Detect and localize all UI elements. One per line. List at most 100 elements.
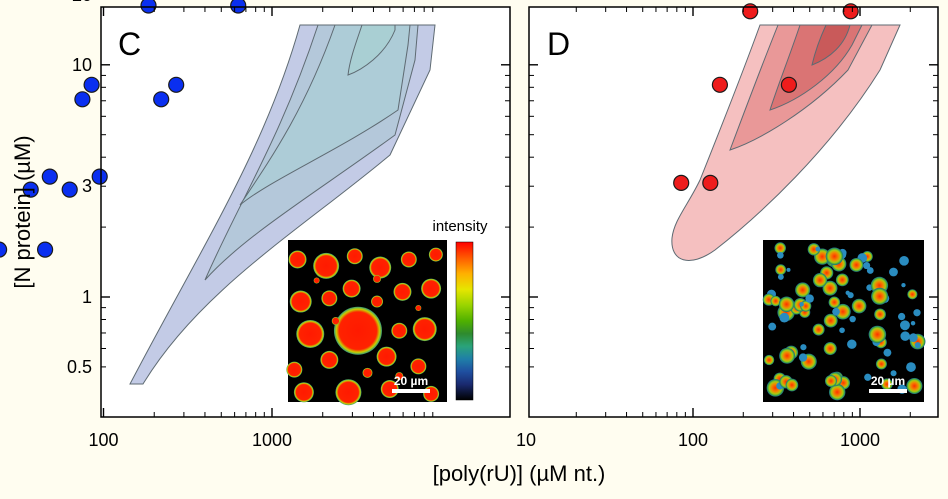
droplet xyxy=(376,346,397,367)
droplet xyxy=(834,303,851,320)
droplet xyxy=(799,302,804,307)
droplet xyxy=(907,289,918,300)
droplet xyxy=(795,282,811,298)
droplet xyxy=(342,279,361,298)
droplet xyxy=(909,333,918,342)
droplet xyxy=(321,290,338,307)
panel-d-contour-4 xyxy=(811,24,851,66)
panel-d-point xyxy=(780,76,798,93)
panel-d-phase-region xyxy=(671,24,901,261)
panel-c-point xyxy=(83,76,100,93)
droplet xyxy=(822,280,838,296)
droplet xyxy=(320,350,339,369)
panel-c-y-tick-label: 0.5 xyxy=(67,357,92,377)
droplet xyxy=(897,312,906,321)
droplet xyxy=(906,377,923,395)
droplet xyxy=(786,267,791,272)
panel-d-point xyxy=(742,3,759,20)
droplet xyxy=(313,252,340,279)
droplet xyxy=(824,375,837,387)
droplet xyxy=(914,342,921,349)
droplet xyxy=(851,298,867,314)
panel-d-point xyxy=(702,174,719,191)
panel-c-point xyxy=(74,91,91,108)
droplet xyxy=(829,383,846,401)
droplet xyxy=(333,306,382,355)
droplet xyxy=(863,262,871,270)
y-axis-title: [N protein] (µM) xyxy=(10,135,35,288)
panel-c-y-tick-label: 3 xyxy=(82,176,92,196)
droplet xyxy=(812,273,828,288)
droplet xyxy=(777,273,784,280)
droplet xyxy=(899,255,909,266)
droplet xyxy=(421,278,442,299)
panel-c-colorbar: intensity xyxy=(432,218,488,401)
droplet xyxy=(331,317,340,325)
droplet xyxy=(849,315,856,323)
droplet xyxy=(828,296,841,309)
panel-d-droplets xyxy=(762,242,926,401)
panel-c-contour-4 xyxy=(347,24,396,76)
droplet xyxy=(847,339,857,349)
droplet xyxy=(400,251,417,268)
panel-c-y-tick-label: 20 xyxy=(72,0,92,5)
droplet xyxy=(900,331,910,341)
droplet xyxy=(428,247,443,262)
droplet xyxy=(774,242,786,254)
droplet xyxy=(901,282,906,288)
droplet xyxy=(785,378,799,392)
droplet xyxy=(395,372,404,381)
droplet xyxy=(286,361,303,378)
droplet xyxy=(770,295,781,307)
droplet xyxy=(845,290,850,295)
droplet xyxy=(800,344,807,351)
droplet xyxy=(335,379,362,406)
panel-c-point xyxy=(22,181,39,198)
droplet xyxy=(412,317,437,342)
droplet xyxy=(832,307,840,316)
droplet xyxy=(805,294,814,303)
droplet xyxy=(839,327,845,334)
panel-c-point xyxy=(91,168,108,185)
droplet xyxy=(777,251,784,259)
droplet xyxy=(779,312,790,323)
panel-c-point xyxy=(61,181,78,198)
panel-c-point xyxy=(168,76,185,93)
droplet xyxy=(415,305,422,312)
panel-c-scale-bar-label: 20 µm xyxy=(394,374,428,388)
panel-d-contour-1 xyxy=(671,24,901,261)
droplet xyxy=(293,382,314,403)
panel-d-scale-bar-label: 20 µm xyxy=(871,374,905,388)
droplet xyxy=(371,295,384,308)
panel-c-frame xyxy=(100,6,511,418)
droplet xyxy=(393,282,412,301)
droplet xyxy=(881,378,893,390)
droplet xyxy=(289,290,312,313)
panel-d: D 20 µm xyxy=(528,3,939,418)
droplet xyxy=(874,308,886,321)
droplet xyxy=(849,257,864,272)
panel-c-colorbar-label: intensity xyxy=(432,218,488,235)
droplet xyxy=(900,320,910,331)
droplet xyxy=(906,362,916,372)
droplet xyxy=(823,342,837,356)
panel-d-x-tick-label: 1000 xyxy=(840,430,880,450)
droplet xyxy=(296,319,325,348)
droplet xyxy=(410,358,427,375)
panel-d-label: D xyxy=(547,26,570,62)
droplet xyxy=(890,370,897,377)
panel-c-colorbar-bar xyxy=(455,241,474,401)
droplet xyxy=(779,347,796,364)
droplet xyxy=(812,323,825,336)
droplet xyxy=(373,274,382,283)
droplet xyxy=(913,309,921,317)
panel-d-scale-bar xyxy=(869,389,907,393)
droplet xyxy=(313,277,320,284)
panel-c-x-tick-label: 1000 xyxy=(252,430,292,450)
panel-c-point xyxy=(153,91,170,108)
panel-c-contour-3 xyxy=(239,24,411,206)
droplet xyxy=(815,246,821,252)
panel-d-inset-micrograph: 20 µm xyxy=(762,240,926,402)
droplet xyxy=(883,348,892,357)
